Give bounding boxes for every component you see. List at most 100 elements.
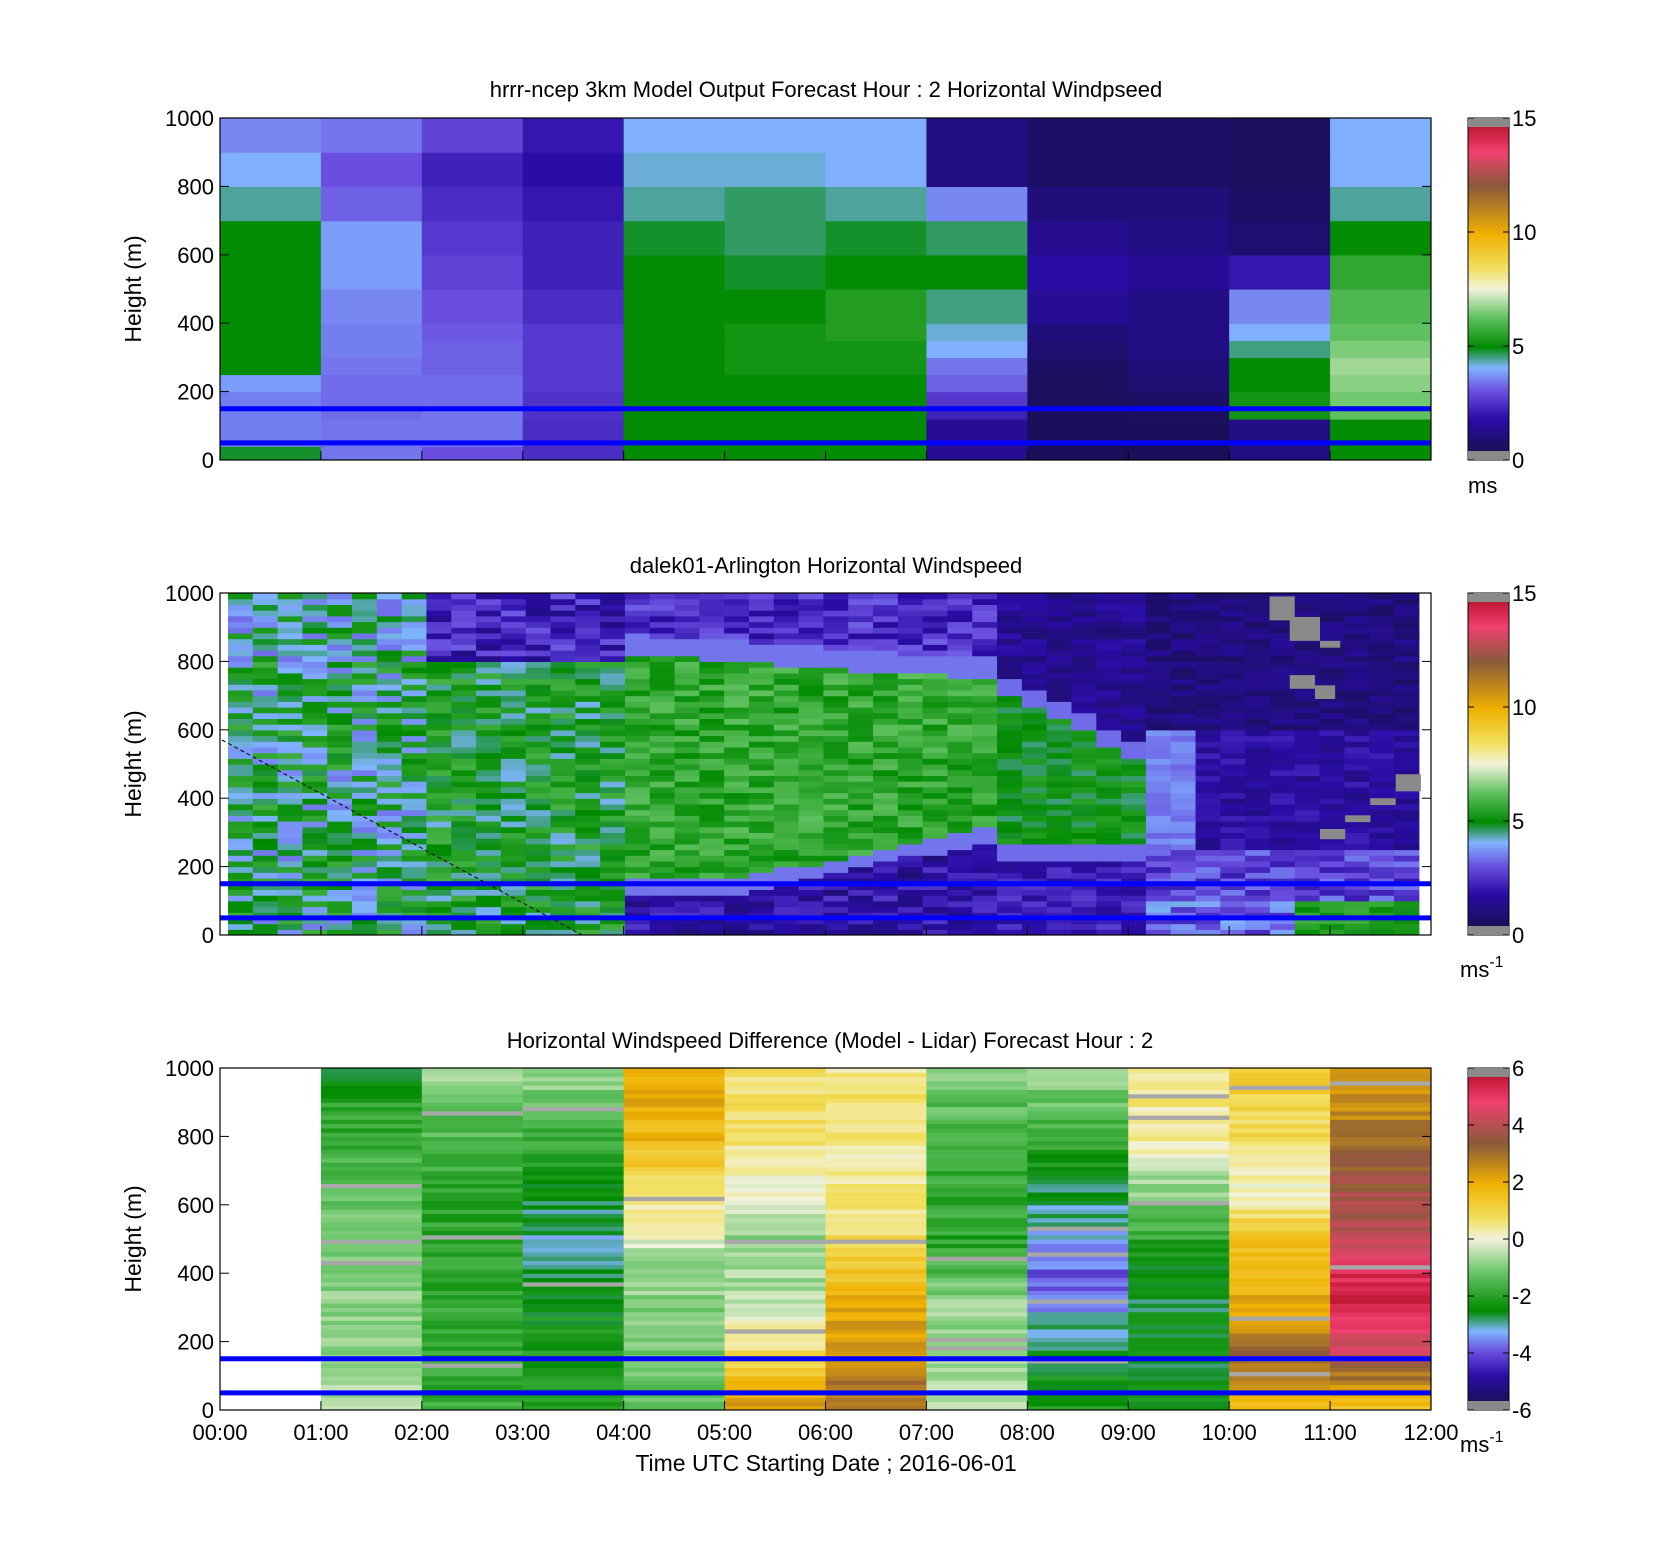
lidar-cell [1344, 775, 1370, 782]
panel-lidar-heatmap [228, 593, 1421, 935]
lidar-cell [848, 769, 874, 776]
lidar-cell [1195, 769, 1221, 776]
lidar-cell [302, 621, 328, 628]
lidar-cell [947, 621, 973, 628]
lidar-cell [1170, 638, 1197, 645]
difference-cell [320, 1089, 423, 1095]
difference-cell [1229, 1072, 1331, 1078]
lidar-cell [1096, 792, 1122, 799]
lidar-cell [624, 764, 651, 771]
lidar-cell [426, 906, 452, 913]
lidar-cell [1195, 752, 1221, 759]
lidar-cell [277, 615, 304, 623]
difference-cell [421, 1136, 524, 1142]
ytick-label: 200 [177, 380, 214, 405]
lidar-cell [1245, 792, 1271, 799]
model-cell [1330, 340, 1431, 358]
lidar-cell [897, 701, 924, 708]
lidar-cell [1170, 604, 1197, 611]
lidar-cell [1145, 860, 1172, 868]
difference-cell [926, 1149, 1028, 1155]
lidar-cell [674, 781, 700, 788]
lidar-cell [1394, 809, 1420, 816]
ytick-label: 1000 [165, 581, 214, 606]
lidar-cell [897, 815, 924, 822]
lidar-cell [476, 826, 502, 833]
lidar-cell [1021, 866, 1048, 873]
lidar-cell [1021, 838, 1048, 845]
lidar-cell [1319, 593, 1345, 600]
lidar-cell [997, 781, 1023, 788]
lidar-cell [897, 929, 924, 935]
model-cell [1229, 391, 1331, 406]
lidar-cell [228, 906, 254, 913]
difference-cell [320, 1375, 423, 1381]
lidar-cell [848, 644, 874, 651]
lidar-cell [352, 781, 378, 788]
difference-cell [623, 1281, 726, 1287]
lidar-cell [1021, 655, 1048, 662]
lidar-cell [476, 889, 502, 896]
lidar-cell [1294, 724, 1321, 731]
model-cell [1027, 374, 1129, 393]
xtick-label: 08:00 [1000, 1420, 1055, 1445]
lidar-cell [674, 610, 700, 617]
difference-cell [1330, 1127, 1431, 1133]
lidar-cell [500, 689, 527, 697]
model-cell [1027, 446, 1129, 460]
lidar-cell [1121, 672, 1147, 680]
lidar-cell [476, 803, 502, 811]
lidar-cell [1046, 878, 1073, 885]
lidar-cell [947, 650, 973, 657]
lidar-cell [649, 621, 676, 628]
model-cell [1128, 391, 1230, 406]
lidar-cell [674, 798, 700, 805]
lidar-cell [798, 923, 825, 930]
model-cell [724, 418, 827, 434]
xtick-label: 04:00 [596, 1420, 651, 1445]
lidar-cell [922, 855, 949, 862]
lidar-cell [1319, 746, 1345, 754]
lidar-cell [1269, 855, 1296, 862]
lidar-cell [376, 866, 403, 873]
lidar-cell [922, 678, 949, 685]
lidar-cell [922, 621, 949, 628]
difference-cell [320, 1384, 423, 1390]
lidar-cell [724, 929, 750, 935]
lidar-cell [848, 895, 874, 902]
lidar-cell [451, 621, 477, 628]
model-cell [926, 446, 1028, 460]
lidar-cell [352, 872, 378, 879]
lidar-cell [649, 798, 676, 805]
lidar-cell [550, 872, 576, 879]
lidar-cell [252, 632, 279, 640]
lidar-cell [228, 843, 254, 851]
lidar-cell [624, 638, 651, 645]
lidar-cell [1021, 860, 1048, 868]
lidar-cell [873, 672, 899, 680]
lidar-missing-cell [1319, 640, 1341, 648]
lidar-cell [798, 701, 825, 708]
lidar-cell [1121, 610, 1147, 617]
lidar-cell [649, 672, 676, 680]
lidar-cell [327, 735, 353, 742]
lidar-cell [500, 849, 527, 856]
lidar-cell [376, 809, 403, 816]
lidar-cell [1369, 746, 1395, 754]
difference-cell [724, 1068, 827, 1073]
difference-cell [320, 1153, 423, 1159]
lidar-cell [1195, 809, 1221, 816]
lidar-cell [773, 855, 800, 862]
difference-cell [421, 1234, 524, 1240]
lidar-cell [1220, 786, 1246, 794]
lidar-cell [674, 695, 700, 702]
lidar-cell [426, 878, 452, 885]
lidar-cell [1021, 632, 1048, 640]
lidar-cell [997, 724, 1023, 731]
lidar-cell [327, 712, 353, 719]
lidar-cell [352, 632, 378, 640]
lidar-cell [972, 849, 998, 856]
difference-cell [926, 1273, 1028, 1279]
lidar-cell [401, 838, 428, 845]
lidar-cell [724, 866, 750, 873]
